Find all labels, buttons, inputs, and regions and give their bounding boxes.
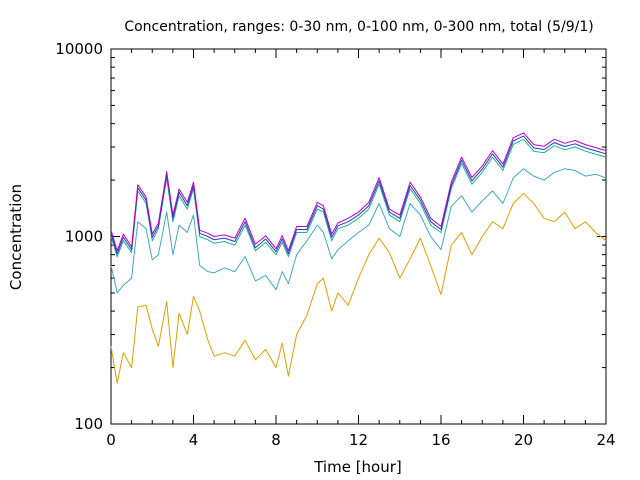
series-line-4 [110,135,607,255]
series-line-3 [110,138,607,258]
x-axis-label: Time [hour] [313,458,402,476]
y-tick-label: 100 [74,415,103,433]
y-axis-label: Concentration [7,184,25,290]
x-tick-label: 24 [596,431,615,449]
x-tick-label: 0 [106,431,116,449]
y-tick-label: 10000 [55,40,103,58]
y-tick-label: 1000 [65,228,103,246]
plot-frame [110,48,607,425]
series-line-1 [110,192,607,384]
axis-ticks: 0 4 8 12 16 20 24 100 1000 10000 [55,40,615,449]
x-tick-label: 8 [271,431,281,449]
x-tick-label: 16 [431,431,450,449]
series-line-5 [110,132,607,252]
chart-title: Concentration, ranges: 0-30 nm, 0-100 nm… [124,19,593,35]
x-tick-label: 4 [189,431,199,449]
x-tick-label: 12 [349,431,368,449]
data-series [110,132,607,384]
series-line-2 [110,168,607,294]
x-tick-label: 20 [514,431,533,449]
